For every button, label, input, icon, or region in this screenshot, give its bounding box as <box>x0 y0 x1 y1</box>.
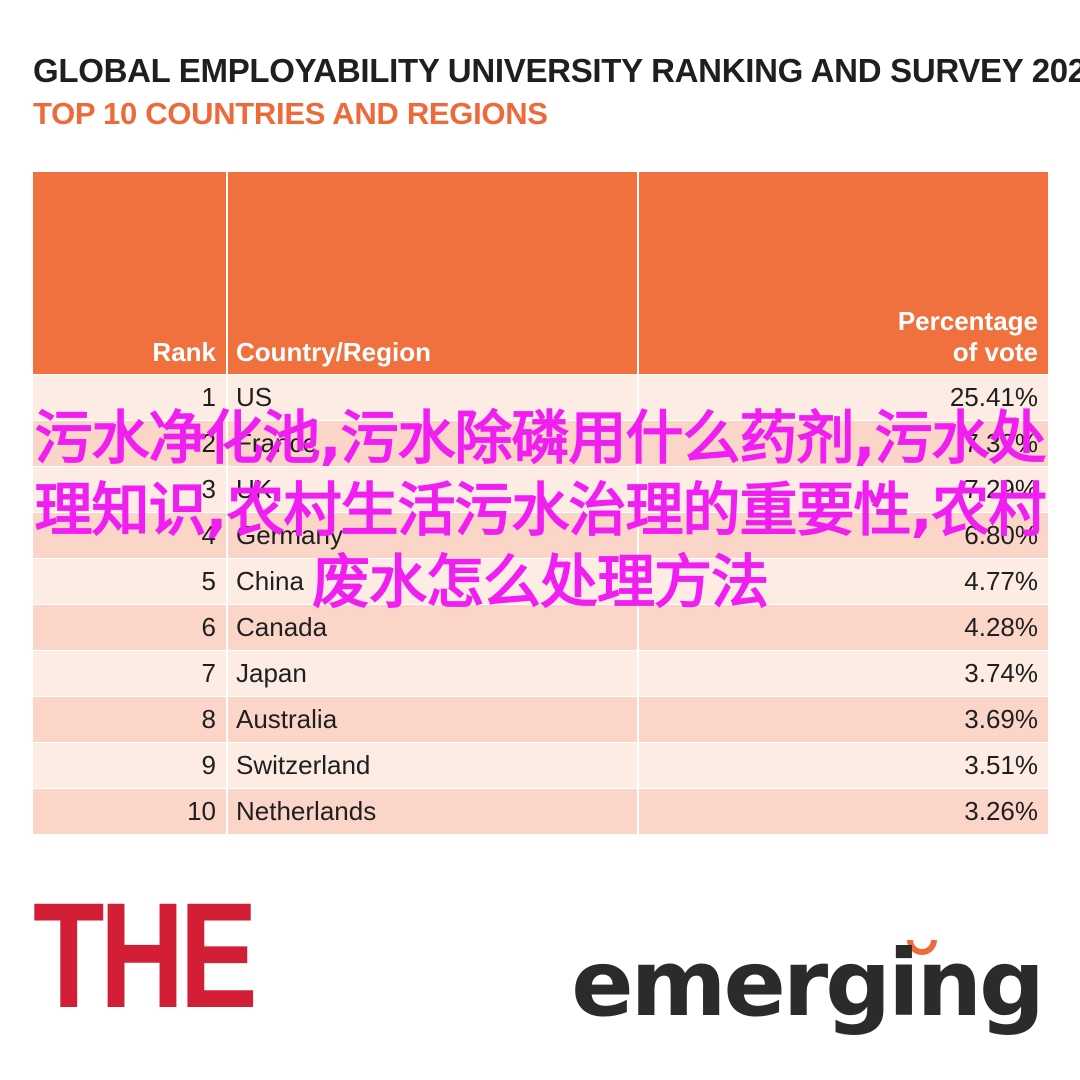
table-row: 1 US 25.41% <box>33 374 1048 421</box>
table-row: 10 Netherlands 3.26% <box>33 788 1048 834</box>
emerging-logo-dot-icon <box>907 940 937 955</box>
country-cell: Japan <box>227 650 639 697</box>
table-row: 3 UK 7.29% <box>33 466 1048 513</box>
table-header-row: Rank Country/Region Percentage of vote <box>33 172 1048 375</box>
rank-cell: 1 <box>33 374 228 421</box>
rank-cell: 9 <box>33 742 228 789</box>
vote-cell: 7.32% <box>638 420 1048 467</box>
header-country-region: Country/Region <box>227 172 639 375</box>
vote-cell: 4.77% <box>638 558 1048 605</box>
country-cell: Netherlands <box>227 788 639 834</box>
the-logo: THE <box>33 871 258 1039</box>
table-row: 7 Japan 3.74% <box>33 650 1048 697</box>
country-cell: UK <box>227 466 639 513</box>
vote-cell: 3.69% <box>638 696 1048 743</box>
table-body: 1 US 25.41% 2 France 7.32% 3 UK 7.29% 4 Germany 6.8… <box>33 374 1048 834</box>
rank-cell: 10 <box>33 788 228 834</box>
table-row: 2 France 7.32% <box>33 420 1048 467</box>
rank-cell: 3 <box>33 466 228 513</box>
chart-subtitle: TOP 10 COUNTRIES AND REGIONS <box>33 96 548 131</box>
country-cell: France <box>227 420 639 467</box>
country-cell: Canada <box>227 604 639 651</box>
rank-cell: 8 <box>33 696 228 743</box>
table-row: 5 China 4.77% <box>33 558 1048 605</box>
table-row: 6 Canada 4.28% <box>33 604 1048 651</box>
country-cell: Australia <box>227 696 639 743</box>
emerging-logo: emerging <box>571 930 1045 1037</box>
vote-cell: 25.41% <box>638 374 1048 421</box>
vote-cell: 7.29% <box>638 466 1048 513</box>
overlay-watermark-text: 污水净化池,污水除磷用什么药剂,污水处理知识,农村生活污水治理的重要性,农村废水… <box>34 404 1046 616</box>
header-rank: Rank <box>33 172 228 375</box>
vote-cell: 6.80% <box>638 512 1048 559</box>
rank-cell: 7 <box>33 650 228 697</box>
table-row: 4 Germany 6.80% <box>33 512 1048 559</box>
vote-cell: 3.74% <box>638 650 1048 697</box>
rank-cell: 2 <box>33 420 228 467</box>
table-row: 8 Australia 3.69% <box>33 696 1048 743</box>
vote-cell: 3.51% <box>638 742 1048 789</box>
rank-cell: 5 <box>33 558 228 605</box>
table-row: 9 Switzerland 3.51% <box>33 742 1048 789</box>
country-cell: Switzerland <box>227 742 639 789</box>
rank-cell: 4 <box>33 512 228 559</box>
country-cell: Germany <box>227 512 639 559</box>
country-cell: US <box>227 374 639 421</box>
rank-cell: 6 <box>33 604 228 651</box>
country-cell: China <box>227 558 639 605</box>
chart-title: GLOBAL EMPLOYABILITY UNIVERSITY RANKING … <box>33 52 1080 89</box>
header-percentage-of-vote: Percentage of vote <box>638 172 1048 375</box>
vote-cell: 4.28% <box>638 604 1048 651</box>
vote-cell: 3.26% <box>638 788 1048 834</box>
